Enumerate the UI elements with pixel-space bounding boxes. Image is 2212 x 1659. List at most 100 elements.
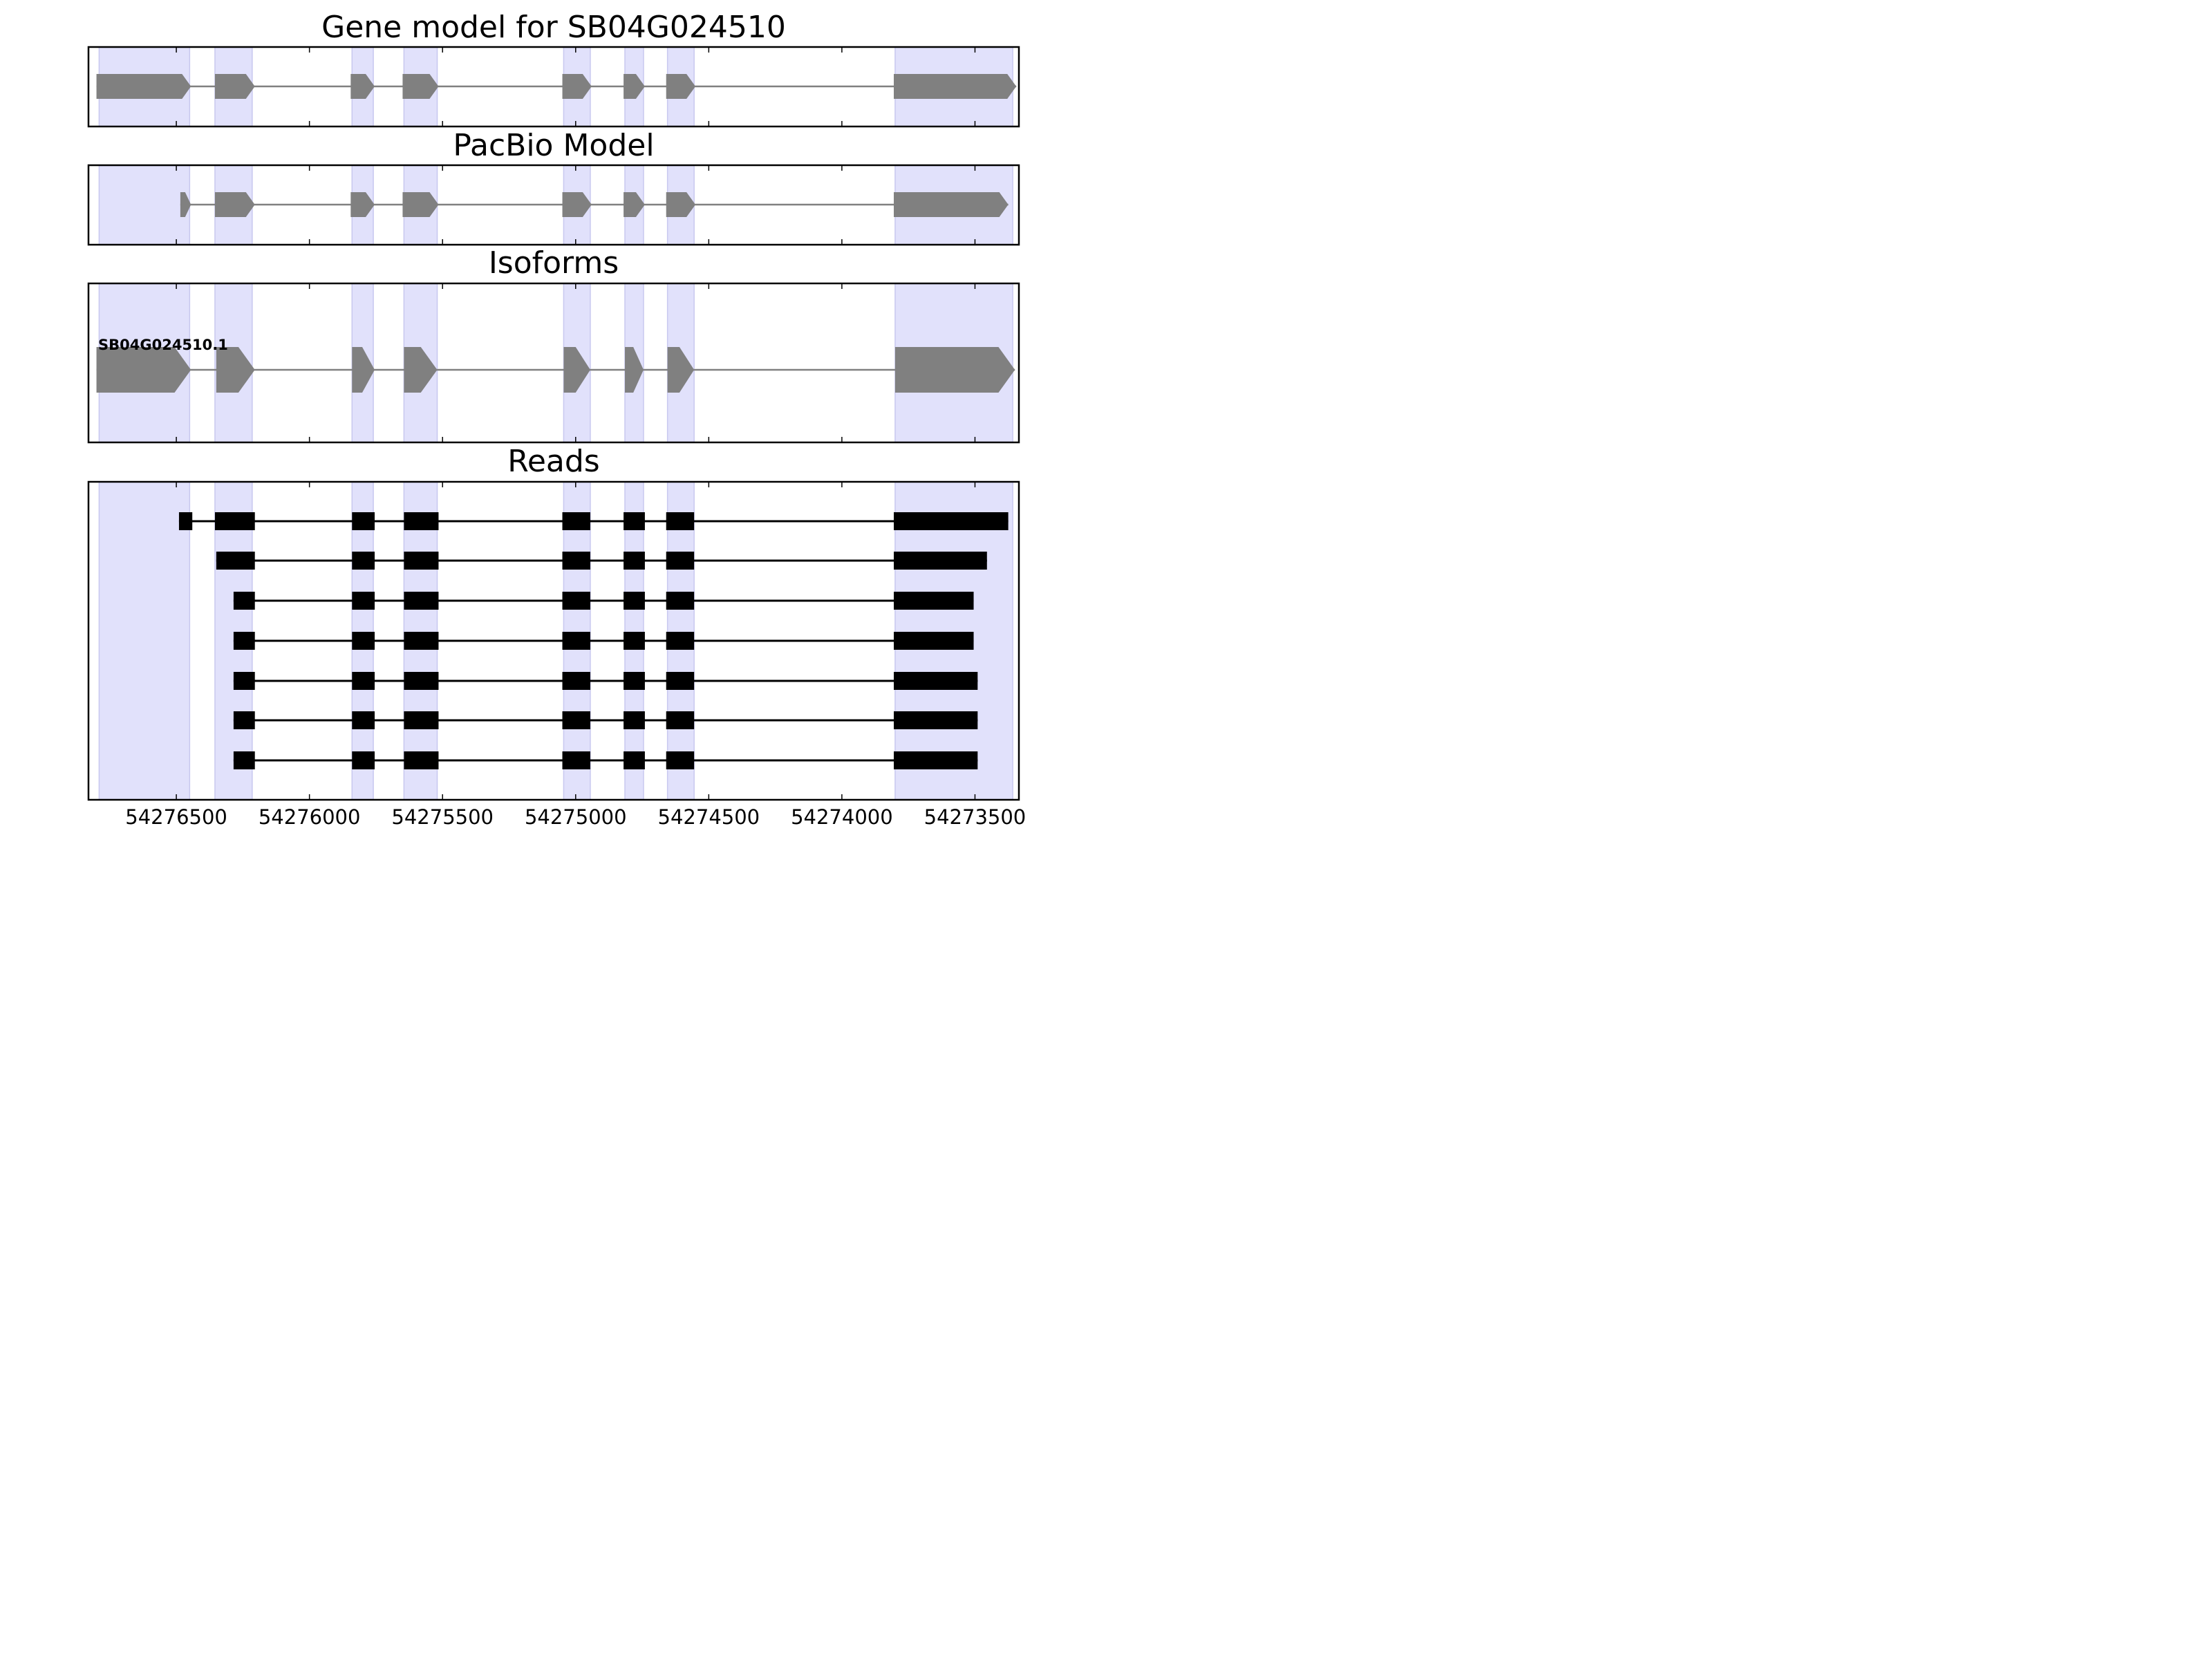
read-exon-block — [352, 711, 375, 729]
pacbio-model-title: PacBio Model — [453, 128, 654, 163]
read-exon-block — [214, 512, 255, 530]
read-exon-block — [666, 711, 695, 729]
exon-arrow — [352, 347, 375, 393]
read-exon-block — [562, 711, 590, 729]
read-exon-block — [404, 512, 439, 530]
read-exon-block — [352, 632, 375, 650]
read-track — [216, 552, 987, 570]
x-tick-label: 54274000 — [791, 805, 893, 829]
x-tick-label: 54275000 — [525, 805, 627, 829]
read-track — [233, 672, 978, 690]
isoforms-title: Isoforms — [489, 245, 619, 281]
exon-arrow — [893, 192, 1009, 217]
read-exon-block — [216, 552, 255, 570]
exon-arrow — [893, 74, 1017, 99]
read-exon-block — [893, 672, 978, 690]
exon-arrow — [402, 192, 439, 217]
read-exon-block — [624, 672, 645, 690]
read-exon-block — [893, 592, 974, 610]
read-exon-block — [352, 592, 375, 610]
read-track — [178, 512, 1009, 530]
isoforms-panel: Isoforms SB04G024510.1 — [87, 245, 1020, 444]
read-exon-block — [624, 592, 645, 610]
exon-arrow — [216, 347, 255, 393]
exon-arrow — [404, 347, 438, 393]
pacbio-model-tracks — [180, 192, 1009, 217]
read-exon-block — [666, 632, 695, 650]
read-exon-block — [624, 751, 645, 769]
exon-arrow — [562, 74, 592, 99]
read-exon-block — [404, 751, 439, 769]
read-exon-block — [233, 632, 255, 650]
gene-model-ticks — [176, 47, 976, 126]
read-exon-block — [893, 751, 978, 769]
pacbio-model-frame — [87, 164, 1020, 246]
exon-arrow — [667, 347, 695, 393]
x-tick-label: 54273500 — [924, 805, 1027, 829]
pacbio-model-panel: PacBio Model — [87, 128, 1020, 246]
gene-model-frame — [87, 46, 1020, 128]
read-exon-block — [233, 711, 255, 729]
gene-model-panel: Gene model for SB04G024510 — [87, 10, 1020, 128]
exon-arrow — [563, 347, 590, 393]
exon-arrow — [350, 74, 375, 99]
x-tick-label: 54274500 — [658, 805, 760, 829]
read-track — [233, 751, 978, 769]
reads-title: Reads — [507, 444, 599, 479]
read-exon-block — [666, 512, 695, 530]
exon-arrow — [96, 74, 191, 99]
read-exon-block — [562, 751, 590, 769]
read-exon-block — [893, 552, 987, 570]
read-exon-block — [233, 592, 255, 610]
model-track: SB04G024510.1 — [96, 337, 1015, 393]
exon-arrow — [402, 74, 439, 99]
exon-arrow — [214, 192, 255, 217]
isoforms-frame — [87, 282, 1020, 444]
exon-arrow — [562, 192, 592, 217]
exon-arrow — [214, 74, 255, 99]
exon-arrow — [624, 192, 645, 217]
exon-band — [98, 481, 191, 800]
read-track — [233, 632, 974, 650]
x-axis-tick-labels: 54276500 54276000 54275500 54275000 54274500… — [125, 805, 1026, 829]
gene-model-title: Gene model for SB04G024510 — [321, 10, 786, 45]
exon-arrow — [625, 347, 644, 393]
read-track — [233, 592, 974, 610]
read-exon-block — [404, 592, 439, 610]
exon-arrow — [96, 347, 191, 393]
gene-model-tracks — [96, 74, 1017, 99]
read-exon-block — [624, 512, 645, 530]
read-exon-block — [404, 672, 439, 690]
isoforms-tracks: SB04G024510.1 — [96, 337, 1015, 393]
reads-ticks — [176, 482, 976, 800]
read-exon-block — [233, 751, 255, 769]
read-exon-block — [562, 632, 590, 650]
read-exon-block — [666, 751, 695, 769]
isoform-label: SB04G024510.1 — [98, 337, 228, 353]
exon-arrow — [666, 74, 696, 99]
read-exon-block — [624, 552, 645, 570]
pacbio-model-ticks — [176, 165, 976, 245]
read-exon-block — [666, 592, 695, 610]
model-track — [180, 192, 1009, 217]
exon-arrow — [180, 192, 191, 217]
exon-arrow — [350, 192, 375, 217]
reads-exon-bands — [98, 481, 1013, 800]
read-exon-block — [562, 672, 590, 690]
read-exon-block — [893, 711, 978, 729]
read-exon-block — [352, 672, 375, 690]
read-exon-block — [666, 672, 695, 690]
exon-arrow — [624, 74, 645, 99]
read-exon-block — [404, 711, 439, 729]
read-exon-block — [562, 552, 590, 570]
exon-band — [98, 165, 191, 245]
read-exon-block — [352, 552, 375, 570]
isoforms-ticks — [176, 283, 976, 442]
read-exon-block — [624, 632, 645, 650]
read-track — [233, 711, 978, 729]
read-exon-block — [624, 711, 645, 729]
reads-frame — [87, 480, 1020, 801]
read-exon-block — [352, 751, 375, 769]
read-exon-block — [562, 592, 590, 610]
x-tick-label: 54276000 — [259, 805, 361, 829]
